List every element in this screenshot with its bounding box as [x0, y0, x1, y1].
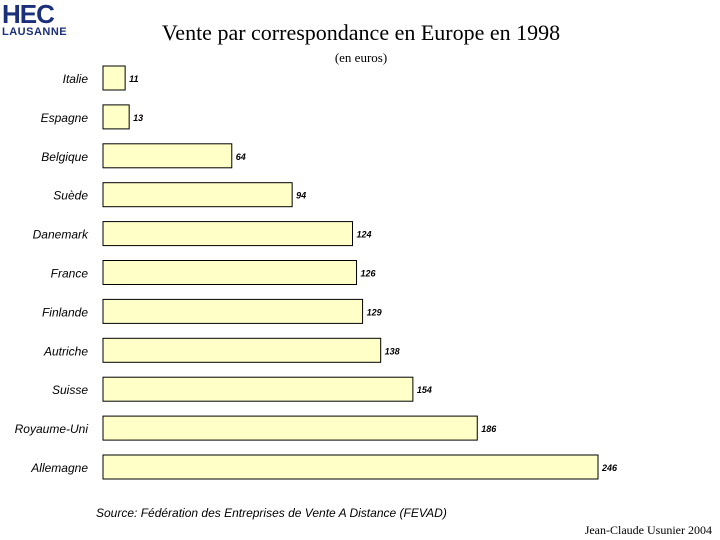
category-label: Danemark — [33, 228, 89, 242]
bar-su-de — [102, 182, 293, 208]
bar-suisse — [102, 376, 414, 402]
data-label: 246 — [601, 463, 618, 473]
bar-danemark — [102, 221, 354, 247]
category-label: Belgique — [41, 150, 88, 164]
data-label: 13 — [133, 113, 143, 123]
category-label: Royaume-Uni — [15, 422, 89, 436]
hec-logo: HEC LAUSANNE — [2, 0, 72, 42]
data-label: 64 — [236, 152, 246, 162]
logo-wordmark: HEC — [2, 0, 55, 29]
category-label: Allemagne — [30, 461, 88, 475]
category-label: Suède — [53, 189, 88, 203]
bar-royaume-uni — [102, 415, 478, 441]
data-label: 138 — [385, 346, 400, 356]
bar-france — [102, 260, 358, 285]
category-label: Espagne — [41, 111, 89, 125]
bar-espagne — [102, 104, 130, 130]
source-note: Source: Fédération des Entreprises de Ve… — [96, 506, 447, 520]
category-label: Italie — [63, 72, 89, 86]
category-label: Finlande — [42, 305, 88, 319]
chart-subtitle: (en euros) — [334, 50, 388, 65]
data-label: 11 — [129, 74, 138, 84]
logo-subtitle: LAUSANNE — [2, 26, 68, 38]
bar-autriche — [102, 337, 382, 363]
author-credit: Jean-Claude Usunier 2004 — [584, 523, 712, 537]
data-label: 129 — [367, 307, 382, 317]
bar-belgique — [102, 143, 233, 169]
data-label: 94 — [296, 191, 306, 201]
data-label: 186 — [481, 424, 497, 434]
category-label: Autriche — [43, 344, 88, 358]
data-label: 126 — [361, 269, 377, 279]
data-label: 124 — [357, 230, 372, 240]
category-label: France — [51, 267, 89, 281]
bar-allemagne — [102, 454, 599, 480]
chart-title: Vente par correspondance en Europe en 19… — [161, 20, 561, 45]
category-label: Suisse — [52, 383, 88, 397]
data-label: 154 — [417, 385, 432, 395]
bar-finlande — [102, 298, 364, 324]
bar-italie — [102, 65, 126, 91]
